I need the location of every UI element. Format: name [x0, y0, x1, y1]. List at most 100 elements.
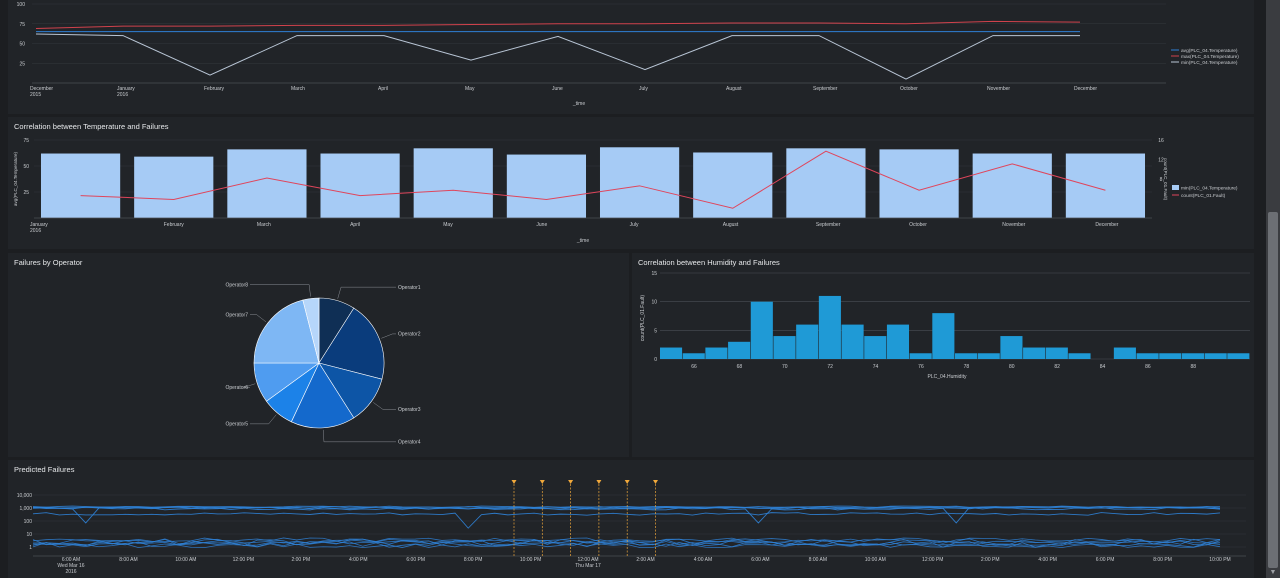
- bar: [682, 353, 705, 359]
- x-tick-label: April: [378, 86, 388, 92]
- leader-line: [250, 314, 267, 323]
- x-tick-label: 6:00 PM: [406, 557, 425, 563]
- x-tick-label: April: [350, 222, 360, 228]
- x-tick-label: 2:00 PM: [981, 557, 1000, 563]
- x-tick-label: 10:00 AM: [865, 557, 886, 563]
- panel-corr-temperature: Correlation between Temperature and Fail…: [8, 117, 1254, 249]
- bar: [413, 148, 493, 218]
- bar: [773, 336, 796, 359]
- corr-humidity-chart: 0 5 10 15 66 68 70 72 74 76 78 80 82 84 86 88 PLC_04.Hum…: [640, 271, 1250, 380]
- corr-temperature-chart: 25 50 75 8 12 16 January 2016 February March April…: [13, 138, 1238, 244]
- bar: [932, 313, 955, 359]
- legend-label: avg(PLC_04.Temperature): [1181, 48, 1238, 54]
- y-tick-label: 50: [23, 164, 29, 170]
- bar: [1113, 347, 1136, 359]
- pie-slice: [318, 307, 385, 380]
- x-tick-label: September: [816, 222, 841, 228]
- y-tick-label: 1,000: [19, 506, 32, 512]
- scrollbar-thumb[interactable]: [1268, 212, 1278, 568]
- x-tick-label: June: [536, 222, 547, 228]
- bar: [879, 149, 959, 218]
- x-tick-label: 8:00 AM: [119, 557, 137, 563]
- x-tick-label: July: [639, 86, 648, 92]
- y-tick-label: 15: [651, 271, 657, 277]
- x-tick-label: 70: [782, 364, 788, 370]
- x-tick-label: August: [723, 222, 739, 228]
- y2-tick-label: 16: [1158, 138, 1164, 144]
- leader-line: [243, 383, 256, 388]
- x-tick-label: October: [900, 86, 918, 92]
- bar: [841, 324, 864, 359]
- x-tick-label: 4:00 PM: [349, 557, 368, 563]
- x-tick-label: May: [465, 86, 475, 92]
- y-axis-label: count(PLC_01.Fault): [640, 295, 646, 341]
- x-tick-label: January 2016: [117, 86, 135, 98]
- x-tick-label: July: [630, 222, 639, 228]
- bar: [955, 353, 978, 359]
- scroll-down-icon[interactable]: ▼: [1269, 569, 1277, 576]
- y-tick-label: 25: [23, 190, 29, 196]
- x-tick-label: March: [257, 222, 271, 228]
- bar: [693, 152, 773, 218]
- slice-label: Operator1: [398, 285, 421, 291]
- x-tick-label: 6:00 AM: [751, 557, 769, 563]
- slice-label: Operator2: [398, 332, 421, 338]
- y-tick-label: 100: [17, 2, 26, 8]
- slice-label: Operator3: [398, 407, 421, 413]
- legend-label: max(PLC_04.Temperature): [1181, 54, 1239, 60]
- x-tick-label: February: [204, 86, 225, 92]
- series-line: [32, 537, 1221, 543]
- panel-title: Predicted Failures: [14, 465, 75, 474]
- slice-label: Operator4: [398, 440, 421, 446]
- bar: [1023, 347, 1046, 359]
- panel-failures-by-operator: Failures by Operator Operator1 Operator2 O…: [8, 253, 629, 457]
- annotation-marker: [539, 480, 545, 484]
- x-tick-label: 2:00 AM: [636, 557, 654, 563]
- x-tick-label: 12:00 PM: [233, 557, 254, 563]
- series-line: [32, 543, 1221, 549]
- x-tick-label: December 2015: [30, 86, 53, 98]
- x-tick-label: 72: [827, 364, 833, 370]
- x-tick-label: June: [552, 86, 563, 92]
- leader-line: [381, 333, 396, 339]
- x-tick-label: 2:00 PM: [291, 557, 310, 563]
- series-line: [80, 150, 1106, 209]
- predicted-failures-chart: 1 10 100 1,000 10,000 6:00 AM Wed Mar 16 2016 8:…: [17, 480, 1246, 575]
- leader-line: [373, 402, 396, 410]
- x-tick-label: 66: [691, 364, 697, 370]
- y-tick-label: 75: [23, 138, 29, 144]
- x-tick-label: March: [291, 86, 305, 92]
- series-line: [32, 540, 1221, 547]
- bar: [1227, 353, 1250, 359]
- bar: [977, 353, 1000, 359]
- x-tick-label: 4:00 AM: [694, 557, 712, 563]
- y2-tick-label: 8: [1160, 177, 1163, 183]
- x-axis-label: PLC_04.Humidity: [928, 374, 967, 380]
- bar: [786, 148, 866, 218]
- x-tick-label: May: [443, 222, 453, 228]
- x-tick-label: 10:00 AM: [175, 557, 196, 563]
- y-tick-label: 75: [19, 22, 25, 28]
- bar: [886, 324, 910, 359]
- series-line: [32, 506, 1221, 524]
- x-tick-label: 84: [1100, 364, 1106, 370]
- y2-axis-label: count(PLC_01.Fault): [1163, 158, 1168, 201]
- bar: [40, 153, 121, 218]
- bar: [864, 336, 887, 359]
- x-tick-label: 6:00 PM: [1096, 557, 1115, 563]
- bar: [1159, 353, 1182, 359]
- leader-line: [250, 414, 277, 425]
- annotation-marker: [568, 480, 574, 484]
- y-tick-label: 50: [19, 42, 25, 48]
- x-tick-label: 78: [964, 364, 970, 370]
- slice-label: Operator6: [225, 385, 248, 391]
- y-tick-label: 25: [19, 61, 25, 67]
- x-tick-label: 68: [737, 364, 743, 370]
- bar: [1065, 153, 1146, 218]
- x-tick-label: August: [726, 86, 742, 92]
- bar: [818, 295, 841, 359]
- legend-swatch: [1172, 185, 1179, 190]
- x-tick-label: 8:00 PM: [1153, 557, 1172, 563]
- series-line: [32, 505, 1221, 508]
- x-tick-label: 10:00 PM: [520, 557, 541, 563]
